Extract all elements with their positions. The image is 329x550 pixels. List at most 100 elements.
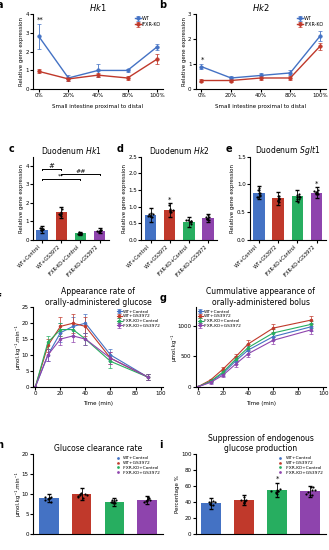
Point: [204, 214, 209, 223]
Point: [146, 212, 151, 221]
Point: [42, 493, 47, 502]
Point: [81, 493, 86, 502]
Bar: [311, 193, 322, 240]
Title: $\it{Hk1}$: $\it{Hk1}$: [89, 2, 107, 13]
Point: [96, 228, 102, 236]
Point: [48, 493, 53, 502]
Point: [168, 208, 173, 217]
Point: [76, 229, 82, 238]
Point: [204, 215, 210, 224]
Point: [167, 207, 172, 216]
Text: c: c: [9, 144, 14, 154]
Point: [276, 191, 281, 200]
Title: Duodenum $\it{Hk2}$: Duodenum $\it{Hk2}$: [149, 145, 210, 156]
Point: [313, 188, 318, 196]
Point: [110, 496, 115, 504]
Point: [40, 225, 46, 234]
Point: [310, 491, 315, 500]
Point: [147, 493, 152, 502]
X-axis label: Small intestine proximal to distal: Small intestine proximal to distal: [215, 104, 306, 109]
Title: Duodenum $\it{Hk1}$: Duodenum $\it{Hk1}$: [40, 145, 101, 156]
Point: [59, 209, 64, 218]
Point: [295, 195, 300, 204]
Text: f: f: [0, 293, 1, 303]
Bar: [36, 230, 48, 240]
Point: [48, 498, 53, 507]
Point: [57, 210, 62, 218]
Point: [98, 226, 104, 234]
Point: [148, 208, 154, 217]
Point: [296, 195, 301, 204]
Point: [204, 214, 209, 223]
Text: **: **: [37, 16, 44, 23]
Legend: WT+Control, WT+GS3972, iFXR-KO+Control, iFXR-KO+GS3972: WT+Control, WT+GS3972, iFXR-KO+Control, …: [113, 456, 161, 475]
Y-axis label: μmol.kg⁻¹: μmol.kg⁻¹: [170, 333, 176, 361]
Legend: WT+Control, WT+GS3972, iFXR-KO+Control, iFXR-KO+GS3972: WT+Control, WT+GS3972, iFXR-KO+Control, …: [276, 456, 323, 475]
Point: [83, 490, 88, 498]
Point: [46, 494, 51, 503]
Point: [58, 211, 63, 220]
Text: ##: ##: [75, 169, 86, 174]
Point: [78, 490, 83, 498]
Bar: [56, 212, 67, 240]
Point: [255, 185, 260, 194]
X-axis label: Small intestine proximal to distal: Small intestine proximal to distal: [52, 104, 143, 109]
Text: a: a: [0, 0, 3, 10]
Point: [79, 230, 84, 239]
Point: [277, 484, 282, 493]
Point: [257, 184, 262, 193]
Point: [208, 499, 213, 508]
Bar: [138, 500, 157, 534]
Point: [205, 211, 210, 219]
Point: [242, 497, 247, 505]
Point: [188, 217, 193, 226]
Point: [276, 197, 281, 206]
Point: [98, 227, 103, 235]
Point: [207, 213, 212, 222]
Point: [241, 497, 247, 506]
Point: [276, 194, 281, 202]
Legend: WT+Control, WT+GS3972, iFXR-KO+Control, iFXR-KO+GS3972: WT+Control, WT+GS3972, iFXR-KO+Control, …: [117, 310, 161, 328]
Point: [295, 197, 301, 206]
Y-axis label: Relative gene expression: Relative gene expression: [122, 164, 127, 233]
Point: [39, 223, 44, 232]
Point: [268, 487, 273, 496]
Point: [109, 498, 114, 507]
Point: [211, 500, 216, 509]
Point: [40, 224, 45, 233]
Legend: WT+Control, WT+GS3972, iFXR-KO+Control, iFXR-KO+GS3972: WT+Control, WT+GS3972, iFXR-KO+Control, …: [198, 310, 242, 328]
Point: [256, 185, 261, 194]
Y-axis label: μmol.kg⁻¹.min⁻¹: μmol.kg⁻¹.min⁻¹: [14, 471, 20, 516]
Point: [43, 496, 48, 504]
Point: [244, 496, 249, 505]
Bar: [183, 222, 195, 240]
Y-axis label: Percentage %: Percentage %: [174, 475, 180, 513]
Point: [145, 495, 150, 504]
Text: *: *: [168, 197, 171, 202]
Point: [275, 487, 281, 496]
Point: [37, 223, 42, 232]
Point: [47, 494, 52, 503]
Legend: WT, iFXR-KO: WT, iFXR-KO: [135, 16, 161, 27]
Point: [276, 487, 281, 496]
Legend: WT, iFXR-KO: WT, iFXR-KO: [297, 16, 323, 27]
Point: [241, 499, 247, 508]
Title: Appearance rate of
orally-administered glucose: Appearance rate of orally-administered g…: [45, 287, 151, 306]
Text: i: i: [159, 440, 163, 450]
Point: [75, 229, 81, 238]
Point: [40, 226, 45, 234]
Point: [189, 217, 194, 226]
Y-axis label: Relative gene expression: Relative gene expression: [182, 17, 187, 86]
Point: [315, 185, 320, 194]
Point: [147, 496, 153, 504]
Point: [274, 490, 279, 498]
Y-axis label: μmol.kg⁻¹.min⁻¹: μmol.kg⁻¹.min⁻¹: [14, 324, 20, 370]
Title: $\it{Hk2}$: $\it{Hk2}$: [252, 2, 269, 13]
Text: *: *: [275, 476, 279, 482]
Point: [296, 192, 302, 201]
Point: [203, 213, 209, 222]
Text: g: g: [159, 293, 166, 303]
Point: [295, 190, 300, 199]
Point: [257, 190, 262, 199]
Point: [256, 189, 262, 197]
